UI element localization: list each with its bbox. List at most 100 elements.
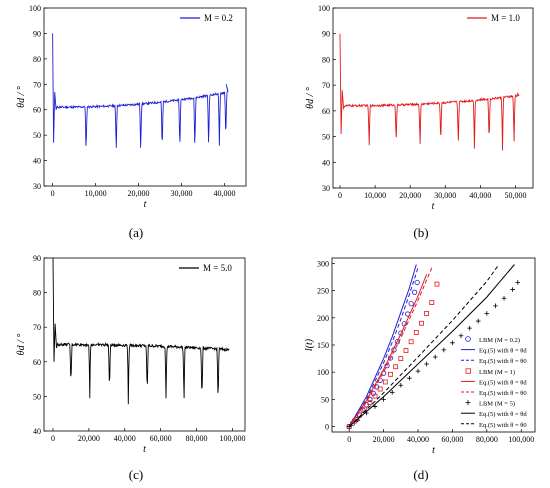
data-point [367,400,373,406]
x-tick-label: 100,000 [219,434,245,443]
x-tick-label: 20,000 [373,435,395,444]
y-tick-label: 40 [33,427,41,436]
data-point [377,386,383,392]
y-tick-label: 90 [322,30,330,39]
legend-swatch [465,336,471,342]
legend-label: LBM (M = 0.2) [479,337,520,344]
data-point [382,379,388,385]
y-tick-label: 30 [322,184,330,193]
legend-label: LBM (M = 1) [479,369,515,376]
data-point [424,311,430,316]
y-tick-label: 80 [33,55,41,64]
y-tick-label: 100 [29,4,41,13]
y-tick-label: 70 [33,323,41,332]
panel-label: (a) [129,225,143,240]
data-point [394,339,400,345]
y-tick-label: 90 [33,254,41,263]
y-tick-label: 150 [317,341,329,350]
legend-label: Eq.(5) with θ = θ0 [479,390,527,397]
x-tick-label: 60,000 [150,434,172,443]
data-point [398,356,404,361]
x-tick-label: 30,000 [171,189,193,198]
plot-frame [332,7,534,189]
data-point [372,393,378,399]
y-axis-label: l(t) [304,338,315,351]
data-point [424,361,429,367]
data-point [493,303,498,309]
data-point [419,320,424,326]
legend-label: Eq.(5) with θ = θd [479,379,527,386]
x-tick-label: 0 [338,191,342,200]
x-tick-label: 0 [51,189,55,198]
panel-b: 0 10,000 20,000 30,000 40,000 50,000 30 40 50 60 7… [305,4,534,240]
x-tick-label: 80,000 [476,435,498,444]
series-line [348,264,515,427]
legend-label: M = 0.2 [204,13,233,23]
series-line [348,264,500,427]
y-tick-label: 50 [321,395,329,404]
panel-label: (d) [413,467,428,482]
y-tick-label: 50 [33,392,41,401]
x-tick-label: 80,000 [186,434,208,443]
data-point [413,330,419,335]
y-tick-label: 250 [317,287,329,296]
y-axis-label: θd / ° [305,87,316,109]
data-point [434,281,440,287]
data-point [501,295,507,301]
y-tick-label: 60 [33,358,41,367]
series-line [348,267,433,427]
series-line [52,257,230,405]
data-point [510,287,515,292]
x-tick-label: 30,000 [434,191,456,200]
y-tick-label: 60 [322,107,330,116]
y-tick-label: 100 [318,4,330,13]
panel-d: 0 20,000 40,000 60,000 80,000 100,000 0 50 100 15… [304,257,536,482]
x-tick-label: 0 [51,434,55,443]
x-axis-label: t [432,445,435,456]
legend-swatch [465,368,471,374]
y-tick-label: 60 [33,106,41,115]
x-tick-label: 100,000 [508,435,534,444]
y-axis-label: θd / ° [16,334,27,356]
data-point [403,348,409,353]
series-line [348,264,417,427]
x-tick-label: 0 [347,435,351,444]
y-tick-label: 300 [317,259,329,268]
y-tick-label: 0 [325,423,329,432]
plot-frame [43,7,247,187]
x-tick-label: 60,000 [441,435,463,444]
data-point [398,330,404,336]
data-point [432,354,438,360]
x-axis-label: t [143,444,146,455]
data-point [450,340,455,346]
x-tick-label: 20,000 [399,191,421,200]
data-point [388,371,393,377]
legend-swatch [465,400,471,406]
x-tick-label: 40,000 [114,434,136,443]
series-line [339,33,520,151]
y-tick-label: 70 [322,81,330,90]
legend-label: Eq.(5) with θ = θ0 [479,358,527,365]
y-tick-label: 30 [33,182,41,191]
x-tick-label: 10,000 [85,189,107,198]
x-tick-label: 40,000 [214,189,236,198]
data-point [411,289,418,295]
y-tick-label: 50 [33,131,41,140]
data-point [458,333,464,339]
y-tick-label: 200 [317,314,329,323]
data-point [414,279,420,286]
x-tick-label: 20,000 [78,434,100,443]
y-tick-label: 40 [33,157,41,166]
data-point [467,325,472,331]
data-point [381,397,386,402]
x-tick-label: 50,000 [504,191,526,200]
y-tick-label: 50 [322,133,330,142]
y-tick-label: 90 [33,29,41,38]
panel-c: 0 20,000 40,000 60,000 80,000 100,000 40 50 60 70… [16,254,245,482]
x-tick-label: 20,000 [128,189,150,198]
data-point [484,311,490,316]
data-point [389,390,395,395]
y-tick-label: 70 [33,80,41,89]
y-tick-label: 80 [322,55,330,64]
series-line [348,274,428,427]
